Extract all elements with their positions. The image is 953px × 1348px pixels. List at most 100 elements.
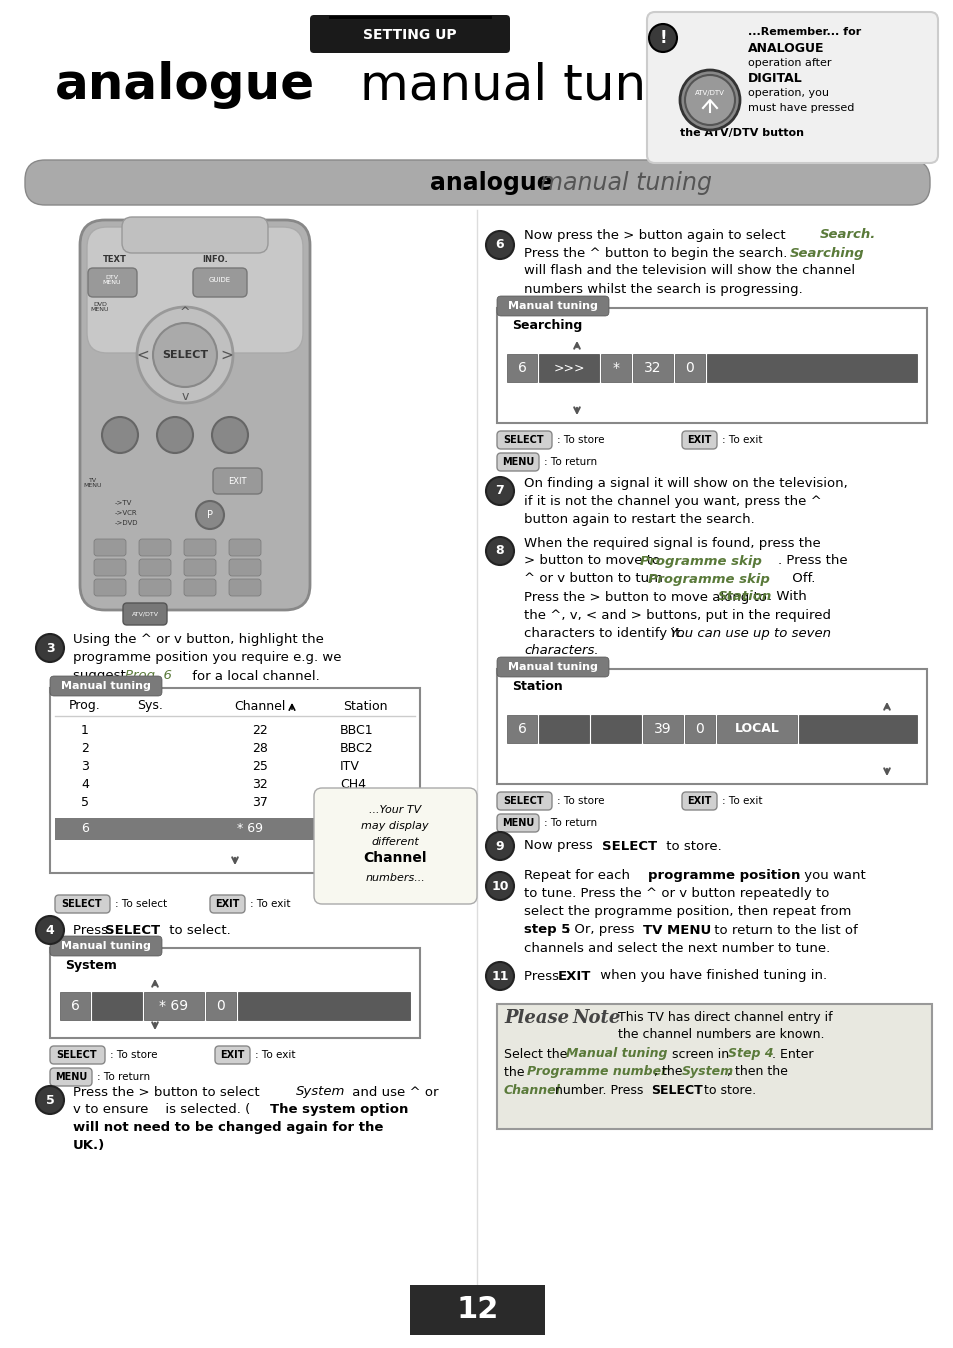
- Text: Please: Please: [503, 1010, 569, 1027]
- Text: MENU: MENU: [55, 1072, 87, 1082]
- Text: GUIDE: GUIDE: [209, 276, 231, 283]
- Bar: [497, 669, 926, 785]
- Bar: [506, 355, 537, 381]
- Text: <: <: [136, 348, 150, 363]
- Text: the: the: [503, 1065, 528, 1078]
- Text: . Press the: . Press the: [778, 554, 846, 568]
- FancyBboxPatch shape: [184, 559, 215, 576]
- Text: characters.: characters.: [523, 644, 598, 658]
- Circle shape: [36, 1086, 64, 1113]
- Text: must have pressed: must have pressed: [747, 102, 854, 113]
- Circle shape: [648, 24, 677, 53]
- Text: 6: 6: [81, 822, 89, 836]
- Text: ->DVD: ->DVD: [115, 520, 138, 526]
- Text: Station: Station: [342, 700, 387, 713]
- Text: Manual tuning: Manual tuning: [508, 662, 598, 673]
- Text: *: *: [612, 361, 618, 375]
- Text: 4: 4: [81, 778, 89, 790]
- Circle shape: [485, 477, 514, 506]
- FancyBboxPatch shape: [184, 580, 215, 596]
- Text: Searching: Searching: [789, 247, 863, 260]
- Circle shape: [195, 501, 224, 528]
- Text: Searching: Searching: [512, 319, 581, 333]
- Text: System: System: [681, 1065, 734, 1078]
- Text: 0: 0: [695, 723, 703, 736]
- Bar: [60, 992, 90, 1020]
- FancyBboxPatch shape: [50, 675, 162, 696]
- Text: ^ or v button to turn: ^ or v button to turn: [523, 573, 666, 585]
- Circle shape: [684, 75, 734, 125]
- Text: , the: , the: [654, 1065, 686, 1078]
- Text: INFO.: INFO.: [202, 256, 228, 264]
- Text: SELECT: SELECT: [56, 1050, 97, 1060]
- Text: 11: 11: [491, 969, 508, 983]
- FancyBboxPatch shape: [55, 895, 110, 913]
- Text: SELECT: SELECT: [601, 840, 657, 852]
- Text: Search.: Search.: [820, 229, 876, 241]
- Text: TEXT: TEXT: [103, 256, 127, 264]
- Bar: [206, 992, 235, 1020]
- Text: UK.): UK.): [73, 1139, 105, 1153]
- Text: SELECT: SELECT: [650, 1084, 702, 1096]
- Text: . With: . With: [767, 590, 806, 604]
- Text: to return to the list of: to return to the list of: [709, 923, 857, 937]
- Text: Channel: Channel: [503, 1084, 560, 1096]
- Circle shape: [102, 417, 138, 453]
- Text: 5: 5: [46, 1093, 54, 1107]
- Text: EXIT: EXIT: [214, 899, 239, 909]
- Text: 7: 7: [496, 484, 504, 497]
- Text: you want: you want: [800, 869, 864, 883]
- FancyBboxPatch shape: [94, 559, 126, 576]
- Text: 3: 3: [81, 759, 89, 772]
- Text: screen in: screen in: [667, 1047, 732, 1061]
- Text: Press the > button to select: Press the > button to select: [73, 1085, 264, 1099]
- Text: EXIT: EXIT: [686, 797, 710, 806]
- Text: * 69: * 69: [159, 999, 189, 1012]
- Text: will not need to be changed again for the: will not need to be changed again for th…: [73, 1122, 383, 1135]
- Text: CH4: CH4: [339, 778, 366, 790]
- Text: Manual tuning: Manual tuning: [508, 301, 598, 311]
- Text: MENU: MENU: [501, 818, 534, 828]
- Text: Using the ^ or v button, highlight the: Using the ^ or v button, highlight the: [73, 634, 323, 647]
- Text: Programme skip: Programme skip: [639, 554, 761, 568]
- Text: P: P: [207, 510, 213, 520]
- Circle shape: [485, 872, 514, 900]
- Text: Off.: Off.: [787, 573, 815, 585]
- Circle shape: [36, 634, 64, 662]
- Text: SELECT: SELECT: [503, 435, 544, 445]
- Text: 39: 39: [654, 723, 671, 736]
- Text: !: !: [659, 30, 666, 47]
- FancyBboxPatch shape: [50, 1046, 105, 1064]
- FancyBboxPatch shape: [681, 793, 717, 810]
- Text: Sys.: Sys.: [137, 700, 163, 713]
- Text: DVD
MENU: DVD MENU: [91, 302, 110, 313]
- Text: Station: Station: [512, 681, 562, 693]
- Text: : To store: : To store: [110, 1050, 157, 1060]
- Text: >>>: >>>: [553, 361, 584, 375]
- Bar: [642, 714, 682, 743]
- Bar: [497, 1004, 931, 1130]
- Bar: [538, 355, 598, 381]
- Text: 6: 6: [496, 239, 504, 252]
- Text: 5: 5: [81, 795, 89, 809]
- Text: Step 4: Step 4: [727, 1047, 773, 1061]
- Text: Press: Press: [523, 969, 562, 983]
- Text: Prog. 6: Prog. 6: [125, 670, 172, 682]
- Text: ^: ^: [179, 306, 190, 319]
- Text: 1: 1: [81, 724, 89, 736]
- Text: operation, you: operation, you: [747, 88, 828, 98]
- Text: EXIT: EXIT: [219, 1050, 244, 1060]
- FancyBboxPatch shape: [94, 580, 126, 596]
- Bar: [684, 714, 714, 743]
- Text: : To exit: : To exit: [721, 435, 761, 445]
- Bar: [144, 992, 204, 1020]
- Text: ->TV: ->TV: [115, 500, 132, 506]
- FancyBboxPatch shape: [87, 226, 303, 353]
- Text: v to ensure    is selected. (: v to ensure is selected. (: [73, 1104, 250, 1116]
- FancyBboxPatch shape: [229, 559, 261, 576]
- Bar: [50, 687, 419, 874]
- Circle shape: [485, 962, 514, 989]
- Text: System: System: [65, 960, 117, 972]
- Text: BBC2: BBC2: [339, 741, 374, 755]
- Bar: [50, 948, 419, 1038]
